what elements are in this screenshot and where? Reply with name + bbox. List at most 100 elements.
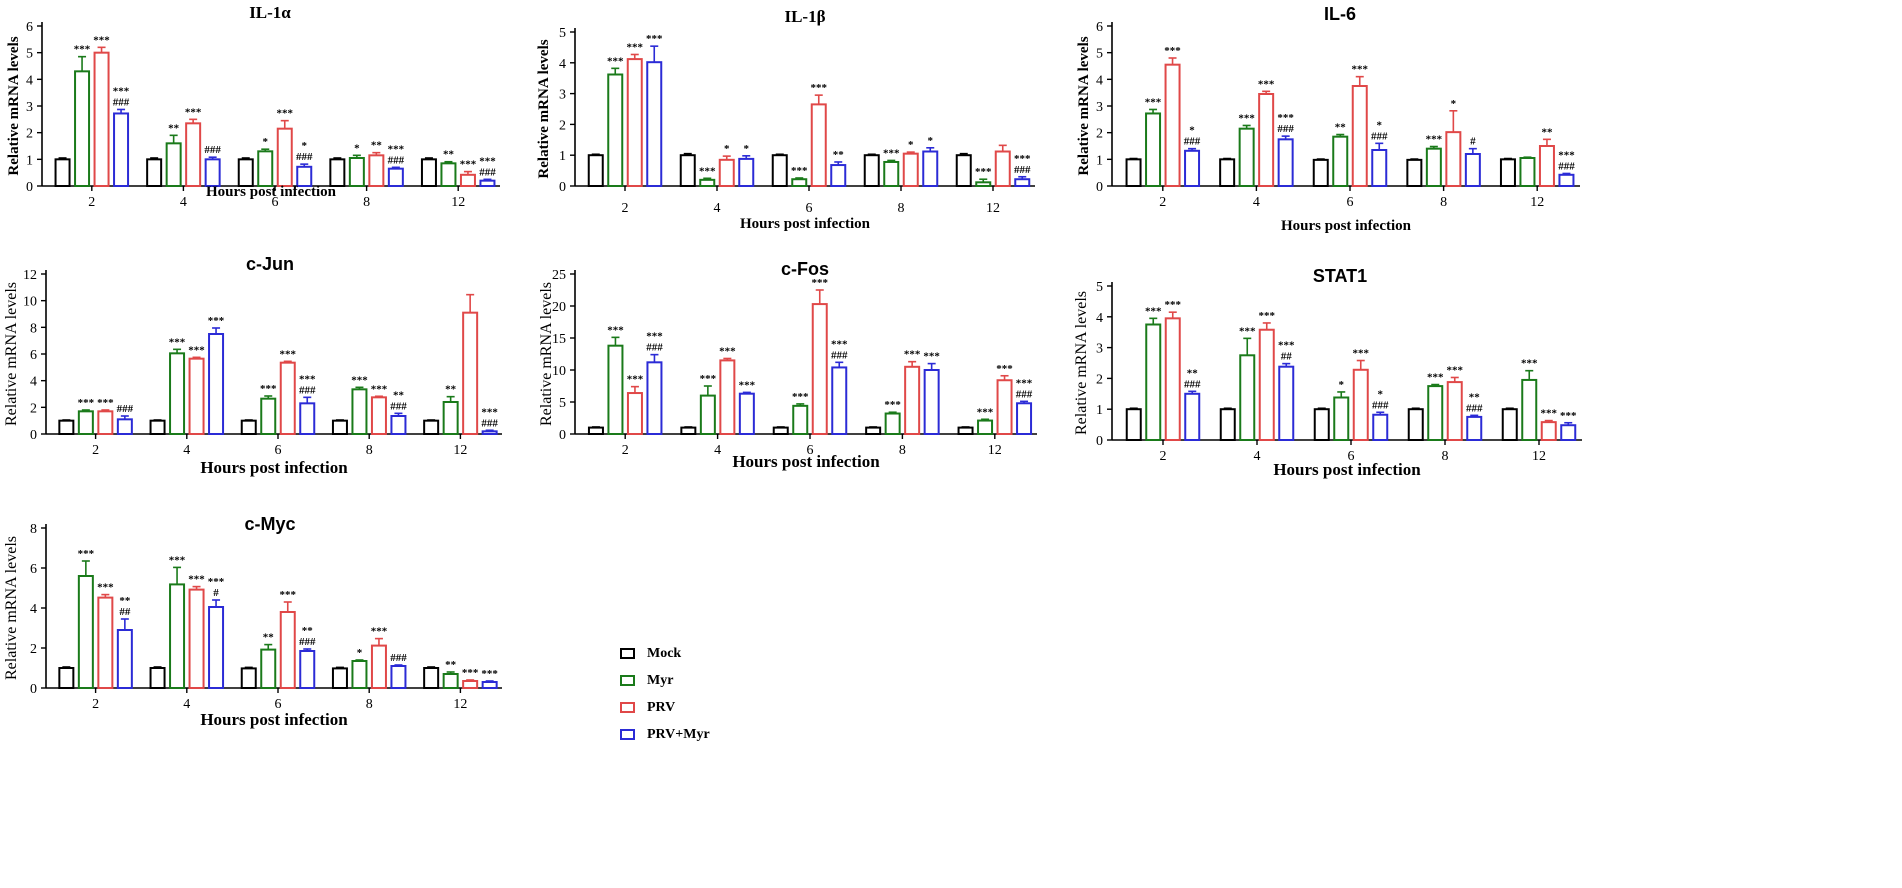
y-tick-label: 1 bbox=[559, 149, 566, 164]
bar-prv bbox=[1164, 63, 1181, 187]
y-tick-label: 0 bbox=[1096, 180, 1103, 195]
significance-mark: ### bbox=[390, 400, 407, 412]
legend-swatch-prv-myr bbox=[620, 729, 635, 740]
significance-mark: *** bbox=[699, 165, 716, 177]
x-tick-label: 4 bbox=[1253, 195, 1260, 210]
significance-mark: *** bbox=[1014, 153, 1031, 165]
bar-prv-myr bbox=[390, 665, 407, 689]
chart-title: IL-1β bbox=[784, 7, 825, 26]
significance-mark: ** bbox=[1541, 126, 1553, 138]
bar-prv-myr bbox=[923, 369, 940, 435]
significance-mark: *** bbox=[460, 159, 477, 171]
significance-mark: * bbox=[724, 143, 730, 155]
significance-mark: *** bbox=[792, 391, 809, 403]
significance-mark: *** bbox=[831, 338, 848, 350]
bar-myr bbox=[1145, 112, 1162, 187]
bar-myr bbox=[165, 142, 182, 187]
y-tick-label: 3 bbox=[1096, 342, 1103, 357]
y-tick-label: 3 bbox=[26, 100, 33, 115]
significance-mark: *** bbox=[1353, 348, 1370, 360]
bar-myr bbox=[1333, 396, 1350, 442]
significance-mark: ### bbox=[390, 652, 407, 664]
significance-mark: *** bbox=[208, 315, 225, 327]
significance-mark: * bbox=[1451, 98, 1457, 110]
x-tick-label: 4 bbox=[183, 443, 190, 458]
significance-mark: *** bbox=[1558, 149, 1575, 161]
y-tick-label: 20 bbox=[552, 300, 566, 315]
bar-mock bbox=[1125, 158, 1142, 187]
significance-mark: ** bbox=[445, 659, 457, 671]
bar-prv bbox=[370, 644, 387, 690]
bar-prv bbox=[188, 357, 205, 435]
significance-mark: ### bbox=[299, 384, 316, 396]
x-axis-label: Hours post infection bbox=[1281, 218, 1412, 234]
significance-mark: ## bbox=[1281, 351, 1293, 363]
bar-myr bbox=[169, 583, 186, 689]
bar-prv-myr bbox=[738, 157, 755, 187]
x-tick-label: 8 bbox=[1440, 195, 1447, 210]
bar-prv-myr bbox=[390, 415, 407, 435]
x-tick-label: 8 bbox=[363, 195, 370, 210]
bar-myr bbox=[257, 150, 274, 187]
bar-myr bbox=[442, 673, 459, 689]
x-tick-label: 2 bbox=[92, 697, 99, 712]
significance-mark: ### bbox=[1016, 388, 1033, 400]
y-tick-label: 0 bbox=[30, 682, 37, 697]
bar-prv-myr bbox=[738, 392, 755, 435]
bar-mock bbox=[865, 426, 882, 436]
significance-mark: * bbox=[357, 647, 363, 659]
significance-mark: *** bbox=[1277, 112, 1294, 124]
bar-myr bbox=[699, 178, 716, 187]
bar-prv-myr bbox=[1016, 402, 1033, 435]
significance-mark: # bbox=[213, 587, 219, 599]
y-tick-label: 5 bbox=[559, 396, 566, 411]
x-tick-label: 12 bbox=[986, 201, 1000, 216]
legend-item-myr: Myr bbox=[620, 667, 710, 694]
significance-mark: ### bbox=[296, 151, 313, 163]
bar-prv bbox=[1445, 131, 1462, 187]
x-tick-label: 2 bbox=[1159, 195, 1166, 210]
y-tick-label: 2 bbox=[559, 118, 566, 133]
bar-prv bbox=[185, 122, 202, 188]
significance-mark: ** bbox=[371, 140, 383, 152]
chart-panel-cjun: c-Jun 0 2 4 6 8 10 12 Relative mRNA levels 2 *** **… bbox=[0, 252, 520, 482]
y-tick-label: 10 bbox=[23, 295, 37, 310]
y-tick-label: 4 bbox=[30, 375, 37, 390]
bar-prv bbox=[904, 365, 921, 435]
significance-mark: ** bbox=[119, 595, 131, 607]
significance-mark: *** bbox=[1278, 340, 1295, 352]
significance-mark: ### bbox=[1277, 123, 1294, 135]
x-axis-label: Hours post infection bbox=[740, 216, 871, 232]
significance-mark: *** bbox=[97, 582, 114, 594]
chart-panel-il6: IL-6 0 1 2 3 4 5 6 Relative mRNA levels 2 *** *** ##… bbox=[1070, 0, 1610, 240]
bar-myr bbox=[169, 352, 186, 435]
significance-mark: *** bbox=[97, 397, 114, 409]
bar-mock bbox=[955, 154, 972, 187]
bar-prv bbox=[462, 311, 479, 436]
bar-prv-myr bbox=[113, 112, 130, 187]
bar-prv bbox=[1164, 317, 1181, 442]
bar-mock bbox=[1499, 158, 1516, 187]
bar-myr bbox=[1332, 135, 1349, 188]
bar-prv-myr bbox=[479, 179, 496, 188]
x-tick-label: 12 bbox=[1532, 449, 1546, 464]
bar-prv-myr bbox=[922, 150, 939, 187]
significance-mark: *** bbox=[1352, 64, 1369, 76]
significance-mark: *** bbox=[904, 349, 921, 361]
significance-mark: ### bbox=[204, 144, 221, 156]
bar-mock bbox=[1406, 158, 1423, 188]
significance-mark: *** bbox=[1016, 377, 1033, 389]
x-tick-label: 2 bbox=[622, 201, 629, 216]
bar-prv-myr bbox=[481, 681, 498, 689]
significance-mark: ### bbox=[1372, 399, 1389, 411]
significance-mark: *** bbox=[277, 108, 294, 120]
significance-mark: *** bbox=[646, 33, 663, 45]
chart-title: c-Fos bbox=[781, 259, 829, 279]
y-tick-label: 2 bbox=[30, 401, 37, 416]
y-tick-label: 5 bbox=[559, 26, 566, 41]
bar-prv-myr bbox=[204, 158, 221, 187]
significance-mark: *** bbox=[607, 324, 624, 336]
bar-prv bbox=[462, 680, 479, 689]
